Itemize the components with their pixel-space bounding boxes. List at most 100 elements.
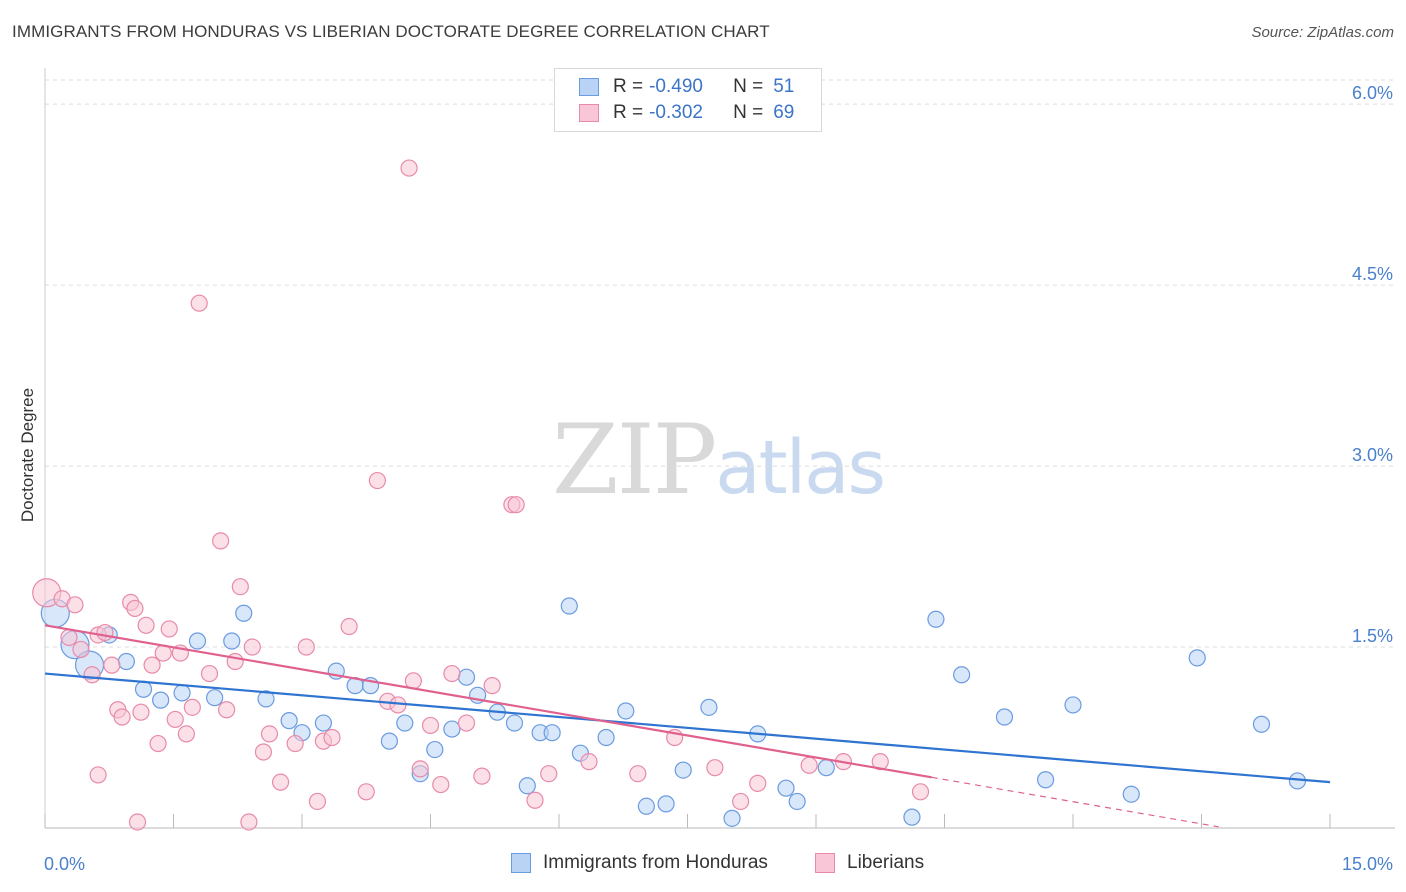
- honduras-point: [152, 691, 170, 709]
- liberian-point: [526, 791, 544, 809]
- x-tick-label: 0.0%: [44, 854, 85, 874]
- liberian-trendline: [44, 624, 932, 779]
- liberian-point: [72, 640, 90, 659]
- honduras-point: [206, 689, 224, 707]
- liberian-point: [132, 703, 150, 721]
- honduras-point: [223, 632, 241, 650]
- honduras-point: [380, 732, 398, 750]
- legend-label-liberians: Liberians: [847, 852, 925, 873]
- honduras-point: [817, 759, 835, 777]
- legend-item-honduras[interactable]: Immigrants from Honduras: [511, 852, 768, 874]
- watermark-zip: ZIP: [552, 404, 717, 516]
- liberian-point: [340, 617, 358, 636]
- liberian-point: [732, 792, 750, 811]
- legend-n-value: 51: [773, 76, 795, 97]
- watermark-atlas: atlas: [715, 425, 886, 511]
- liberian-point: [240, 813, 258, 831]
- liberian-point: [218, 701, 236, 719]
- y-tick-label: 6.0%: [1352, 83, 1393, 103]
- honduras-point: [637, 797, 655, 815]
- legend-r-label: R =: [613, 102, 644, 123]
- liberian-point: [66, 596, 84, 614]
- honduras-point: [280, 712, 298, 730]
- correlation-legend: R = -0.490 N = 51 R = -0.302 N = 69: [554, 68, 822, 132]
- honduras-point: [1188, 649, 1206, 667]
- y-tick-label: 3.0%: [1352, 445, 1393, 465]
- honduras-point: [788, 792, 806, 811]
- legend-n-label: N =: [733, 76, 764, 97]
- honduras-point: [1036, 771, 1055, 789]
- liberian-point: [89, 766, 107, 784]
- legend-swatch-blue: [511, 853, 531, 873]
- honduras-point: [396, 714, 414, 732]
- honduras-point: [674, 761, 692, 779]
- liberian-point: [243, 638, 261, 656]
- honduras-point: [617, 702, 635, 720]
- legend-item-liberians[interactable]: Liberians: [815, 852, 924, 874]
- liberian-point: [83, 666, 101, 684]
- legend-swatch-pink: [579, 104, 599, 122]
- liberian-point: [190, 294, 208, 312]
- honduras-point: [235, 604, 253, 622]
- honduras-point: [443, 720, 461, 738]
- liberian-point: [540, 765, 558, 783]
- watermark: ZIPatlas: [552, 404, 886, 516]
- liberian-point: [580, 753, 598, 771]
- honduras-point: [518, 777, 536, 795]
- x-tick-label: 15.0%: [1342, 854, 1393, 874]
- honduras-trendline: [44, 672, 1331, 784]
- honduras-point: [1064, 696, 1082, 714]
- liberian-point: [260, 725, 279, 743]
- honduras-point: [560, 597, 578, 615]
- series-legend: Immigrants from Honduras Liberians: [0, 852, 1406, 876]
- liberian-trendline-extension: [931, 776, 1219, 828]
- liberian-point: [629, 765, 647, 783]
- honduras-point: [505, 714, 524, 732]
- liberian-point: [473, 767, 491, 785]
- honduras-point: [700, 698, 718, 716]
- liberian-point: [183, 698, 201, 716]
- legend-r-value: -0.302: [649, 102, 703, 123]
- honduras-point: [1122, 785, 1140, 803]
- honduras-point: [995, 708, 1014, 726]
- legend-swatch-pink: [815, 853, 835, 873]
- y-tick-label: 4.5%: [1352, 264, 1393, 284]
- honduras-point: [597, 728, 615, 747]
- chart-title: IMMIGRANTS FROM HONDURAS VS LIBERIAN DOC…: [12, 22, 770, 41]
- honduras-point: [903, 808, 921, 826]
- liberian-point: [308, 792, 327, 811]
- honduras-point: [953, 666, 971, 684]
- liberian-point: [871, 753, 889, 771]
- liberian-point: [297, 638, 315, 656]
- liberian-point: [200, 664, 219, 683]
- honduras-point: [723, 809, 741, 827]
- y-axis-label: Doctorate Degree: [18, 388, 37, 522]
- liberian-point: [103, 656, 121, 674]
- honduras-point: [657, 795, 675, 813]
- liberian-point: [231, 578, 249, 596]
- liberian-point: [137, 616, 155, 634]
- honduras-point: [117, 652, 135, 671]
- liberian-point: [128, 813, 147, 831]
- liberian-point: [113, 708, 131, 726]
- liberian-point: [177, 725, 195, 743]
- source-label: Source: ZipAtlas.com: [1251, 24, 1394, 41]
- liberian-point: [286, 734, 304, 753]
- liberian-point: [357, 783, 375, 801]
- legend-r-value: -0.490: [649, 76, 703, 97]
- liberian-point: [911, 783, 930, 801]
- legend-row-liberians: R = -0.302 N = 69: [579, 100, 794, 126]
- liberian-point: [400, 159, 418, 177]
- liberian-point: [323, 728, 341, 747]
- liberian-point: [749, 774, 767, 792]
- liberian-point: [457, 714, 476, 732]
- honduras-point: [543, 724, 561, 742]
- liberian-point: [411, 760, 429, 778]
- liberian-point: [160, 620, 178, 638]
- liberian-point: [254, 743, 273, 761]
- legend-n-value: 69: [773, 102, 795, 123]
- honduras-point: [173, 684, 191, 702]
- honduras-point: [457, 668, 476, 686]
- liberian-point: [126, 599, 144, 618]
